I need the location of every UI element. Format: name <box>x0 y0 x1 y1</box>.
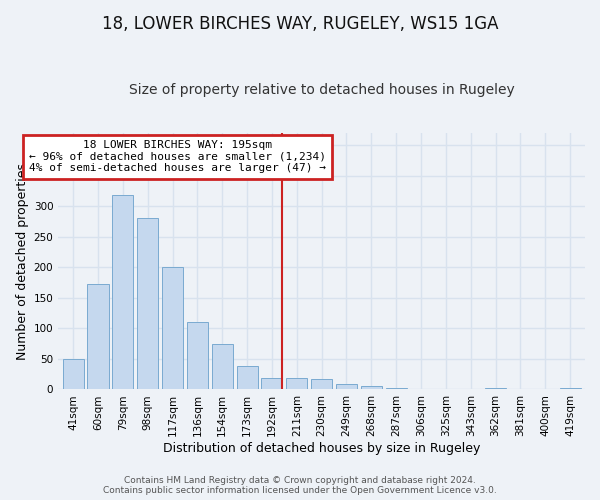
Bar <box>485 388 506 390</box>
Y-axis label: Number of detached properties: Number of detached properties <box>16 162 29 360</box>
Bar <box>112 195 133 390</box>
Title: Size of property relative to detached houses in Rugeley: Size of property relative to detached ho… <box>129 83 514 97</box>
Bar <box>361 386 382 390</box>
Bar <box>162 268 183 390</box>
Bar <box>286 378 307 390</box>
Bar <box>336 384 357 390</box>
Bar <box>311 379 332 390</box>
Bar <box>212 344 233 390</box>
Bar <box>386 388 407 390</box>
Text: Contains HM Land Registry data © Crown copyright and database right 2024.
Contai: Contains HM Land Registry data © Crown c… <box>103 476 497 495</box>
Bar <box>560 388 581 390</box>
X-axis label: Distribution of detached houses by size in Rugeley: Distribution of detached houses by size … <box>163 442 480 455</box>
Bar <box>62 359 83 390</box>
Text: 18 LOWER BIRCHES WAY: 195sqm
← 96% of detached houses are smaller (1,234)
4% of : 18 LOWER BIRCHES WAY: 195sqm ← 96% of de… <box>29 140 326 173</box>
Text: 18, LOWER BIRCHES WAY, RUGELEY, WS15 1GA: 18, LOWER BIRCHES WAY, RUGELEY, WS15 1GA <box>102 15 498 33</box>
Bar <box>137 218 158 390</box>
Bar <box>88 284 109 390</box>
Bar <box>236 366 257 390</box>
Bar <box>262 378 283 390</box>
Bar <box>187 322 208 390</box>
